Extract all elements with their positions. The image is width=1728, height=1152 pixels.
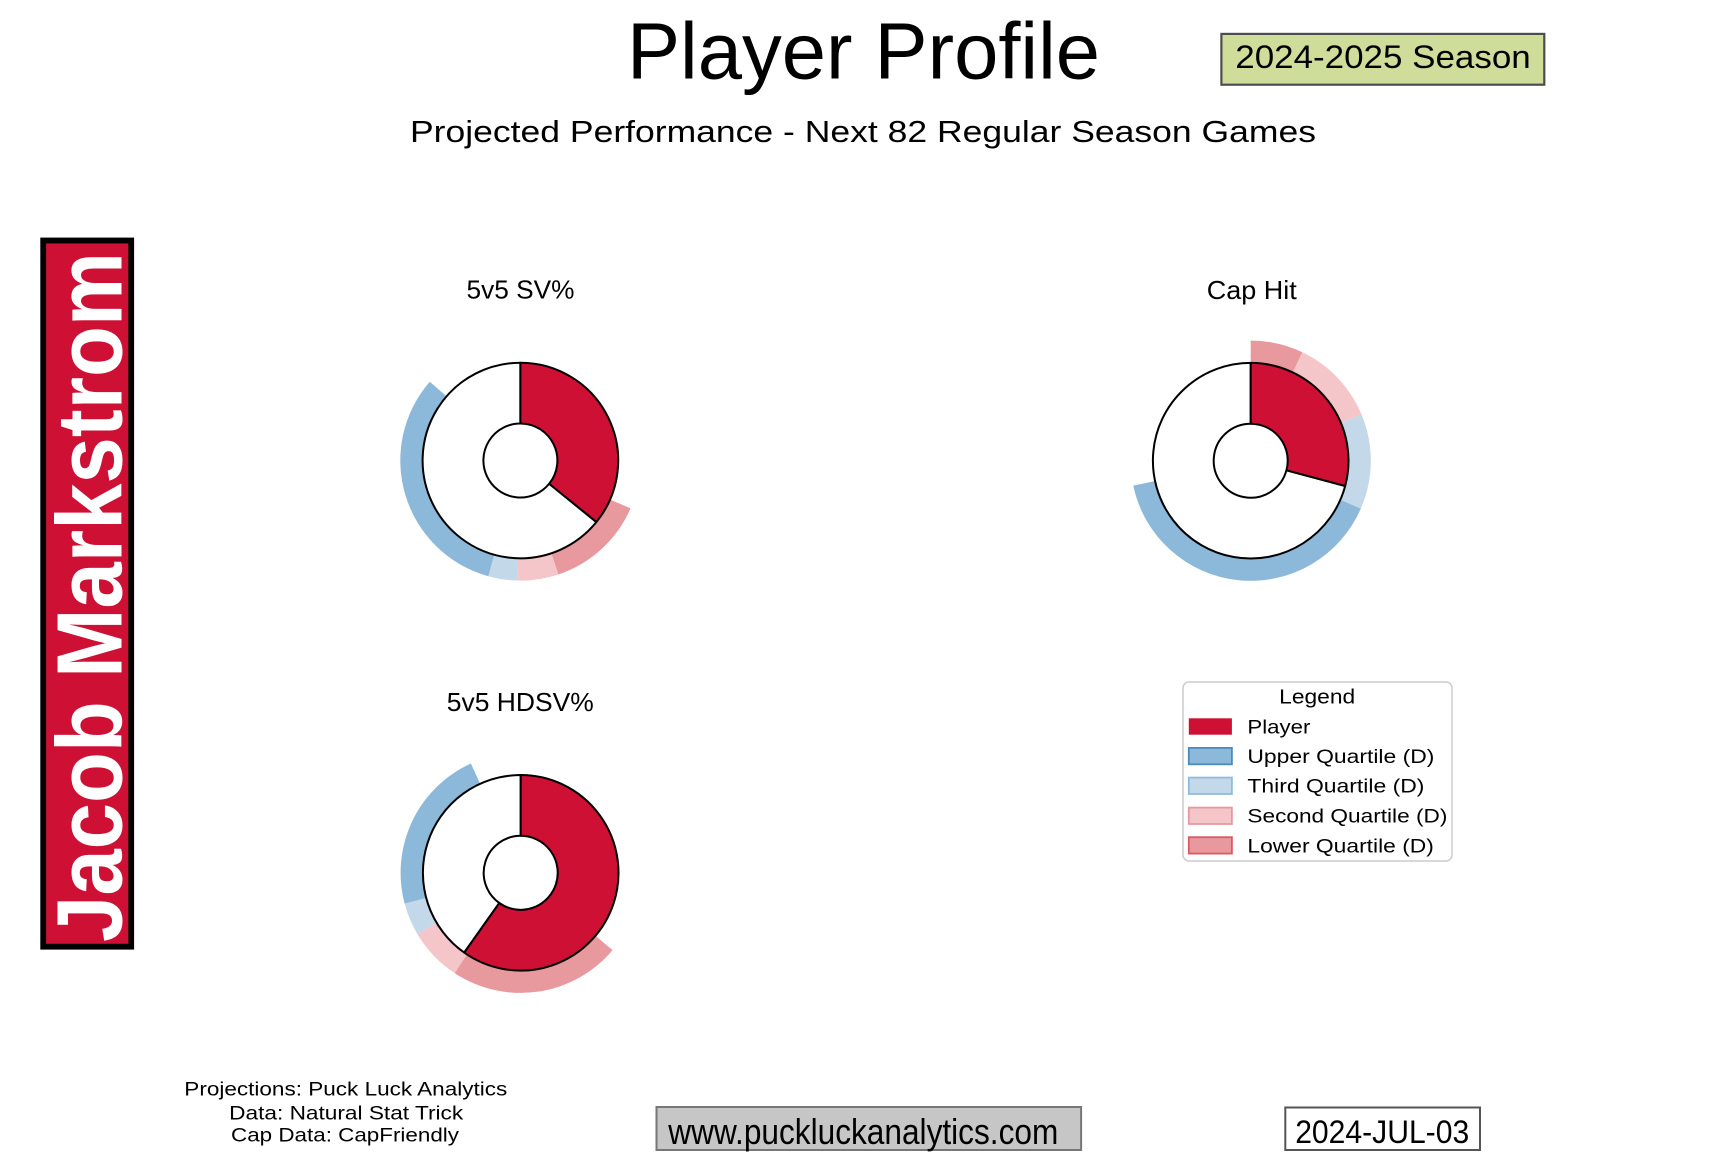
svg-text:www.puckluckanalytics.com: www.puckluckanalytics.com	[667, 1111, 1058, 1152]
svg-text:Projections: Puck Luck Analyti: Projections: Puck Luck Analytics	[184, 1079, 507, 1101]
svg-text:Second Quartile (D): Second Quartile (D)	[1247, 806, 1447, 828]
svg-text:Upper Quartile (D): Upper Quartile (D)	[1247, 746, 1434, 768]
svg-text:2024-JUL-03: 2024-JUL-03	[1295, 1114, 1469, 1150]
svg-text:Third Quartile (D): Third Quartile (D)	[1247, 776, 1424, 798]
svg-text:Player Profile: Player Profile	[627, 6, 1100, 95]
svg-text:Data: Natural Stat Trick: Data: Natural Stat Trick	[229, 1102, 463, 1124]
svg-text:5v5 SV%: 5v5 SV%	[467, 274, 575, 304]
svg-text:2024-2025 Season: 2024-2025 Season	[1235, 39, 1531, 75]
svg-text:Player: Player	[1247, 716, 1311, 738]
svg-text:Projected Performance - Next 8: Projected Performance - Next 82 Regular …	[410, 115, 1316, 149]
svg-text:Jacob Markstrom: Jacob Markstrom	[38, 252, 142, 942]
svg-text:Cap Data: CapFriendly: Cap Data: CapFriendly	[231, 1124, 459, 1146]
svg-text:5v5 HDSV%: 5v5 HDSV%	[447, 687, 594, 717]
svg-text:Cap Hit: Cap Hit	[1207, 275, 1298, 305]
svg-text:Legend: Legend	[1279, 687, 1355, 709]
svg-text:Lower Quartile (D): Lower Quartile (D)	[1247, 835, 1434, 857]
